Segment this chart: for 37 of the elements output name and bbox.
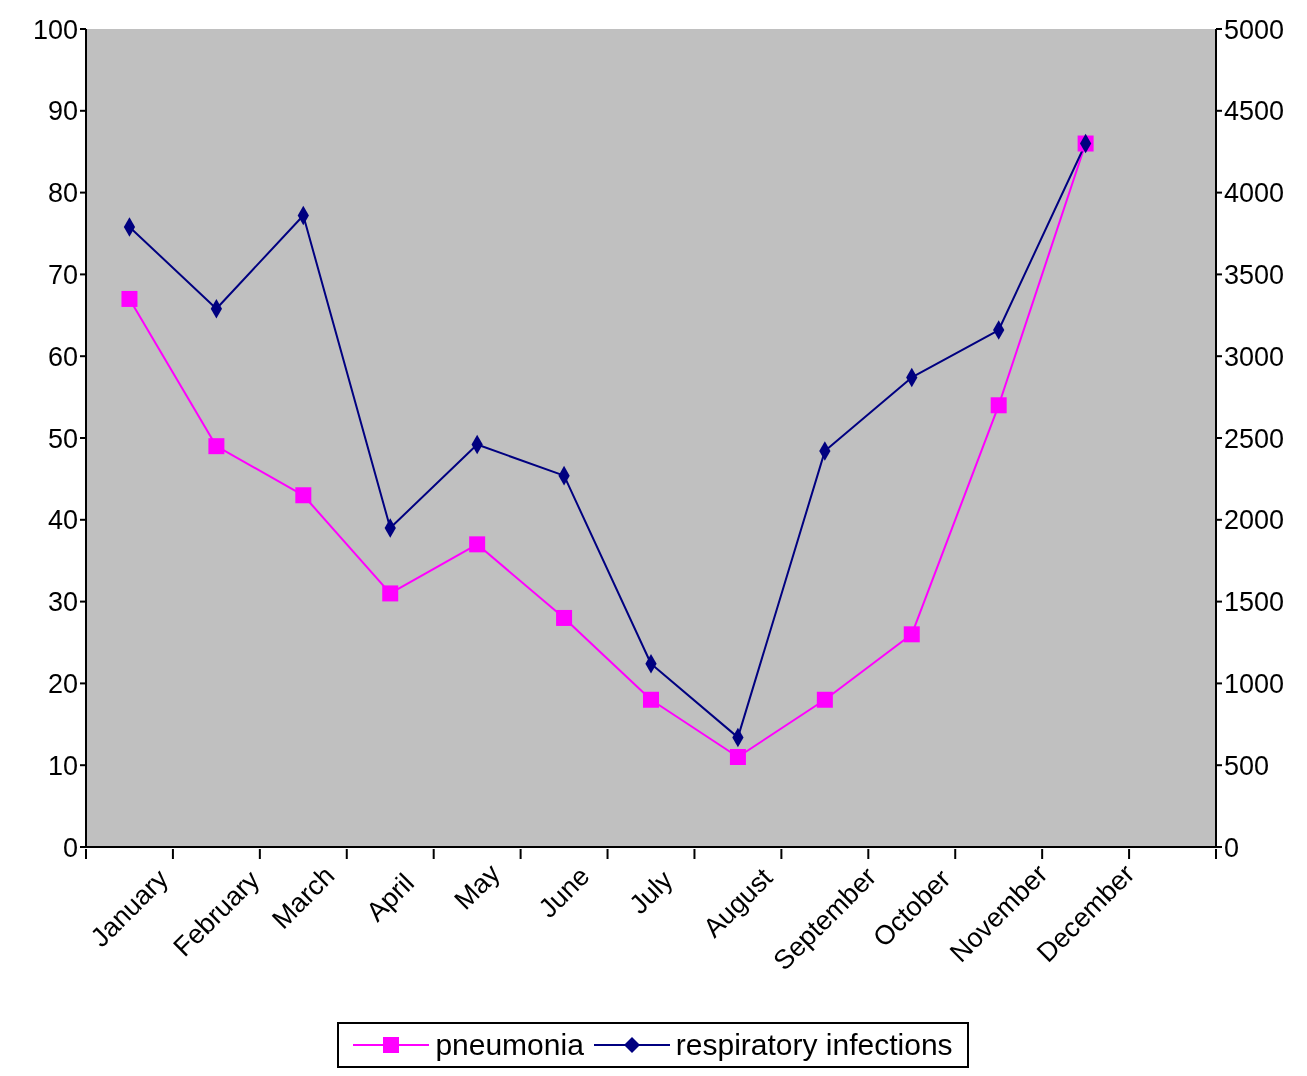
- y-tick-label: 20: [47, 668, 78, 699]
- y2-tick-label: 2500: [1224, 423, 1285, 454]
- x-tick-label: July: [623, 864, 679, 920]
- point: [295, 487, 312, 504]
- y-tick-label: 70: [47, 259, 78, 290]
- y2-tick-label: 4000: [1224, 178, 1285, 209]
- point: [121, 290, 138, 307]
- point: [816, 691, 833, 708]
- legend-label: respiratory infections: [674, 1028, 953, 1062]
- x-tick-label: May: [448, 857, 507, 916]
- y2-tick-label: 500: [1224, 750, 1270, 781]
- point: [382, 585, 399, 602]
- y-tick-label: 0: [62, 832, 78, 863]
- point: [643, 691, 659, 708]
- point: [729, 749, 746, 766]
- y-tick-label: 80: [47, 178, 78, 209]
- y-tick-label: 10: [47, 750, 78, 781]
- y-tick-label: 40: [47, 505, 78, 536]
- point: [556, 609, 573, 626]
- y2-tick-label: 5000: [1224, 14, 1285, 45]
- y-tick-label: 90: [47, 96, 78, 127]
- y2-tick-label: 1000: [1224, 668, 1285, 699]
- point: [208, 438, 225, 455]
- y2-tick-label: 2000: [1224, 505, 1285, 536]
- y-tick-label: 100: [32, 14, 78, 45]
- point: [903, 626, 920, 643]
- legend-label: pneumonia: [434, 1028, 584, 1062]
- y2-tick-label: 1500: [1224, 587, 1285, 618]
- y2-tick-label: 3000: [1224, 341, 1285, 372]
- point: [990, 397, 1007, 414]
- y2-tick-label: 3500: [1224, 259, 1285, 290]
- y2-tick-label: 0: [1224, 832, 1240, 863]
- y-tick-label: 30: [47, 587, 78, 618]
- y2-tick-label: 4500: [1224, 96, 1285, 127]
- y-tick-label: 60: [47, 341, 78, 372]
- point: [469, 536, 486, 553]
- y-tick-label: 50: [47, 423, 78, 454]
